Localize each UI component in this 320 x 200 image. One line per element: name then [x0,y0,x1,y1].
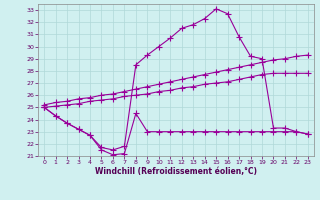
X-axis label: Windchill (Refroidissement éolien,°C): Windchill (Refroidissement éolien,°C) [95,167,257,176]
